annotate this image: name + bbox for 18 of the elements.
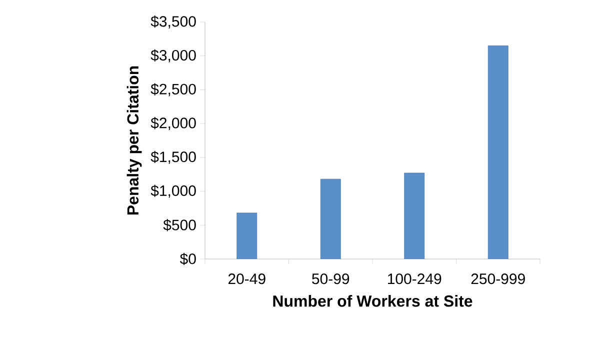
bar — [488, 45, 508, 259]
y-axis-title: Penalty per Citation — [126, 66, 142, 215]
x-tick-label: 250-999 — [471, 274, 525, 284]
x-tick-label: 100-249 — [388, 274, 442, 284]
y-tick-label: $3,500 — [150, 15, 196, 28]
y-tick-label: $0 — [180, 252, 196, 266]
y-tick-label: $1,500 — [150, 150, 196, 164]
y-tick-label: $1,000 — [150, 184, 196, 198]
y-tick-label: $2,500 — [150, 83, 196, 96]
x-axis-title: Number of Workers at Site — [273, 295, 472, 307]
y-tick-label: $2,000 — [150, 117, 196, 130]
bar — [404, 172, 425, 259]
y-tick-label: $3,000 — [150, 49, 196, 62]
x-tick-label: 50-99 — [312, 274, 350, 284]
bar — [236, 212, 258, 259]
x-tick-label: 20-49 — [228, 274, 266, 284]
y-tick-label: $500 — [163, 219, 196, 232]
bar — [320, 178, 341, 259]
